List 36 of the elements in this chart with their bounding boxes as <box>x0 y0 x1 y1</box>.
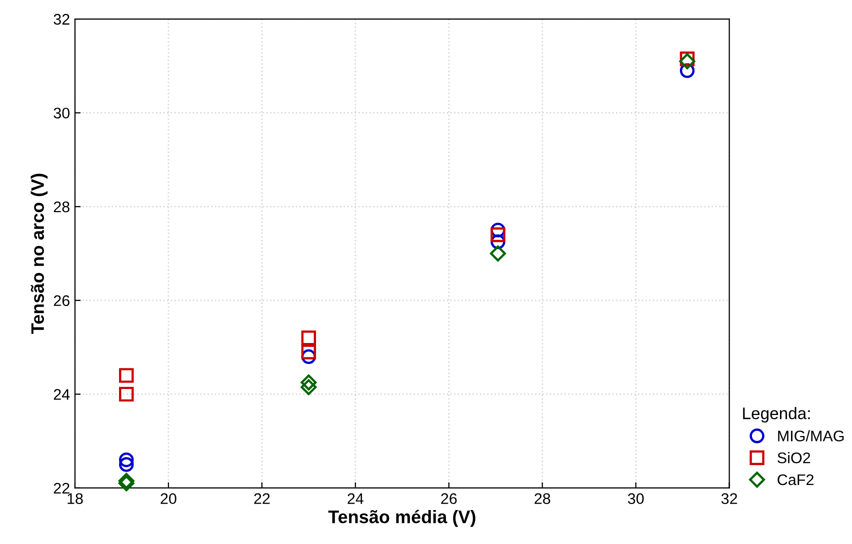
x-tick-label: 28 <box>534 493 550 504</box>
x-tick-label: 32 <box>721 493 738 504</box>
point <box>119 452 134 468</box>
point <box>490 246 506 262</box>
point <box>301 344 316 360</box>
point <box>490 222 506 238</box>
point <box>301 330 316 346</box>
y-tick-label: 30 <box>54 108 70 119</box>
legend-title: Legenda: <box>743 407 810 423</box>
point <box>119 368 134 383</box>
x-tick-label: 20 <box>160 493 176 504</box>
x-tick-label: 24 <box>348 493 364 504</box>
point <box>119 457 134 472</box>
point <box>300 374 317 390</box>
x-tick-label: 26 <box>441 493 457 504</box>
y-tick-label: 32 <box>54 14 70 25</box>
y-tick-label: 22 <box>54 482 70 494</box>
x-axis-title: Tensão média (V) <box>328 510 476 527</box>
legend-label: MIG/MAG <box>778 430 844 442</box>
point <box>680 52 695 66</box>
legend-label: CaF2 <box>778 474 814 486</box>
y-tick-label: 28 <box>54 201 70 212</box>
point <box>490 227 506 242</box>
point <box>301 349 316 364</box>
point <box>679 53 696 70</box>
legend-label: SiO2 <box>778 452 810 464</box>
y-tick-label: 26 <box>54 295 70 306</box>
point <box>680 63 695 78</box>
point <box>490 234 506 250</box>
x-tick-label: 18 <box>68 493 83 504</box>
x-tick-label: 30 <box>628 493 644 504</box>
x-tick-label: 22 <box>254 493 270 504</box>
point <box>119 386 134 402</box>
point <box>300 379 317 396</box>
y-tick-label: 24 <box>54 389 70 400</box>
y-axis-title: Tensão no arco (V) <box>30 174 48 334</box>
